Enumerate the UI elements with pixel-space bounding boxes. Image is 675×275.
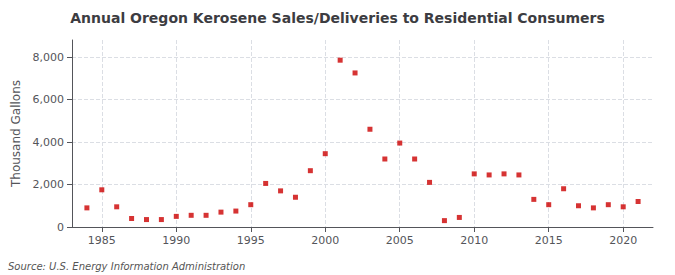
svg-text:1990: 1990 <box>162 234 190 247</box>
svg-text:Source: U.S. Energy Informatio: Source: U.S. Energy Information Administ… <box>8 261 245 272</box>
svg-text:2,000: 2,000 <box>33 178 65 191</box>
svg-text:2015: 2015 <box>535 234 563 247</box>
svg-text:0: 0 <box>57 221 64 234</box>
svg-text:4,000: 4,000 <box>33 136 65 149</box>
svg-text:1995: 1995 <box>237 234 265 247</box>
svg-text:1985: 1985 <box>88 234 116 247</box>
svg-text:Thousand Gallons: Thousand Gallons <box>9 80 23 188</box>
svg-text:2000: 2000 <box>311 234 339 247</box>
svg-text:2010: 2010 <box>460 234 488 247</box>
svg-text:2005: 2005 <box>386 234 414 247</box>
svg-text:8,000: 8,000 <box>33 51 65 64</box>
svg-text:Annual Oregon Kerosene Sales/D: Annual Oregon Kerosene Sales/Deliveries … <box>70 10 605 26</box>
svg-text:2020: 2020 <box>609 234 637 247</box>
svg-text:6,000: 6,000 <box>33 93 65 106</box>
